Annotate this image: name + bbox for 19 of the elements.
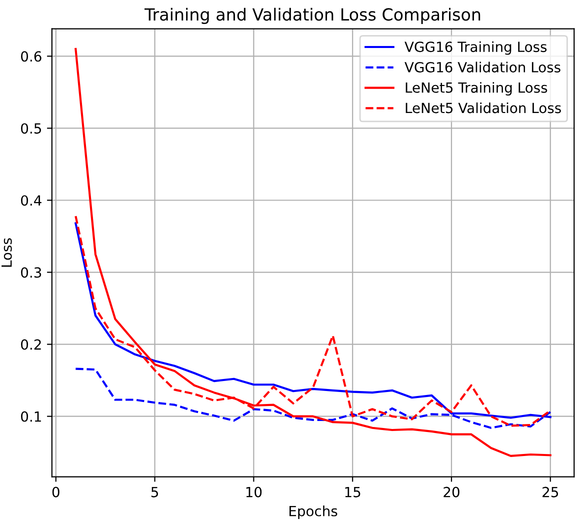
y-tick-label: 0.1 [21, 411, 41, 422]
x-tick-label: 20 [444, 486, 460, 498]
y-tick-label: 0.3 [21, 267, 42, 278]
x-tick-label: 15 [345, 486, 360, 498]
y-axis-title: Loss [2, 238, 12, 267]
y-tick-label: 0.5 [21, 123, 41, 134]
y-tick-label: 0.2 [21, 339, 41, 350]
legend-label: LeNet5 Training Loss [406, 82, 548, 96]
y-tick-label: 0.6 [21, 51, 42, 62]
legend-label: LeNet5 Validation Loss [406, 102, 561, 114]
x-tick-label: 10 [246, 486, 262, 498]
legend-label: VGG16 Training Loss [404, 41, 547, 55]
chart-title: Training and Validation Loss Comparison [144, 8, 480, 24]
x-tick-label: 0 [52, 486, 60, 498]
legend-label: VGG16 Validation Loss [404, 62, 560, 72]
x-axis-title: Epochs [290, 506, 338, 519]
x-tick-label: 5 [151, 486, 158, 498]
y-tick-label: 0.4 [21, 195, 42, 206]
x-tick-label: 25 [542, 486, 558, 498]
